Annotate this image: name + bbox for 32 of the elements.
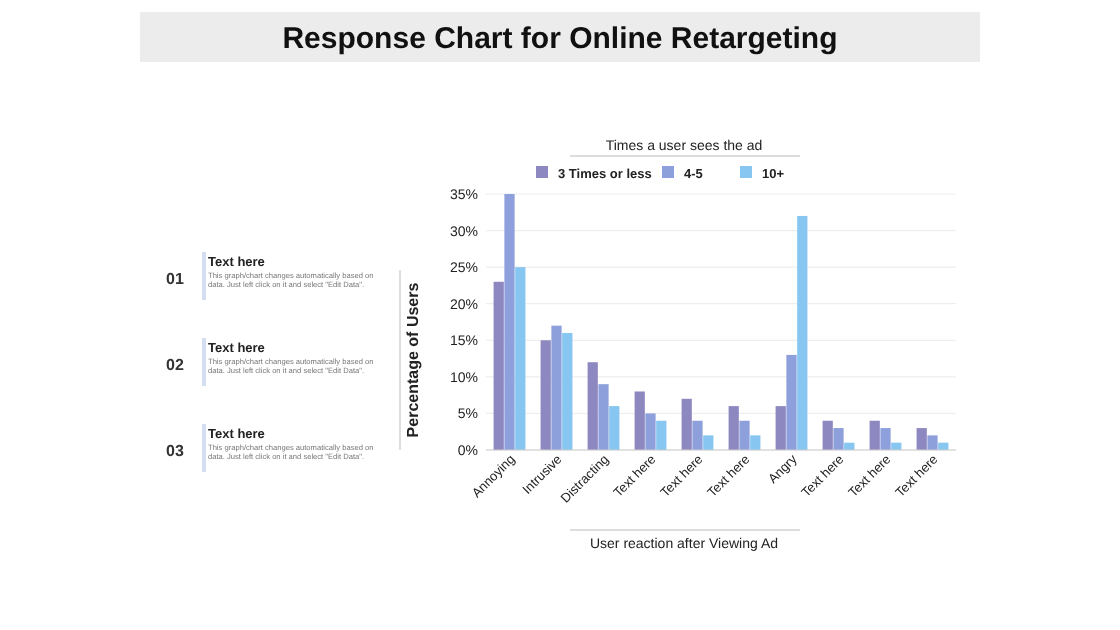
bar (786, 354, 797, 450)
bar (656, 420, 667, 450)
bar (927, 435, 938, 450)
bar (833, 428, 844, 450)
bar (504, 194, 515, 450)
text: 03 (166, 442, 185, 460)
bar (739, 420, 750, 450)
bar (797, 215, 808, 450)
bar (750, 435, 761, 450)
bar (587, 362, 598, 450)
chart-title: Response Chart for Online Retargeting (282, 22, 838, 56)
bar (681, 398, 692, 450)
bar (703, 435, 714, 450)
bar (692, 420, 703, 450)
bar (775, 406, 786, 450)
bar (598, 384, 609, 450)
bar (551, 325, 562, 450)
bar (869, 420, 880, 450)
bar (609, 406, 620, 450)
bar (493, 281, 504, 450)
bar (728, 406, 739, 450)
bar (562, 332, 573, 450)
y-axis-title: Percentage of Users (404, 281, 422, 438)
bar (515, 267, 526, 450)
bar (880, 428, 891, 450)
bar (634, 391, 645, 450)
text: 01 (166, 270, 185, 288)
bar (540, 340, 551, 450)
bar (645, 413, 656, 450)
text: 02 (166, 356, 185, 374)
bar (916, 428, 927, 450)
bar (822, 420, 833, 450)
